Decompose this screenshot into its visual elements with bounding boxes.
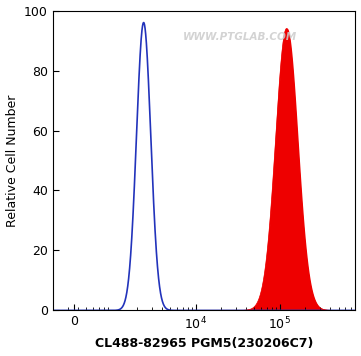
X-axis label: CL488-82965 PGM5(230206C7): CL488-82965 PGM5(230206C7) [95,337,313,350]
Y-axis label: Relative Cell Number: Relative Cell Number [5,94,18,227]
Text: WWW.PTGLAB.COM: WWW.PTGLAB.COM [183,32,297,42]
